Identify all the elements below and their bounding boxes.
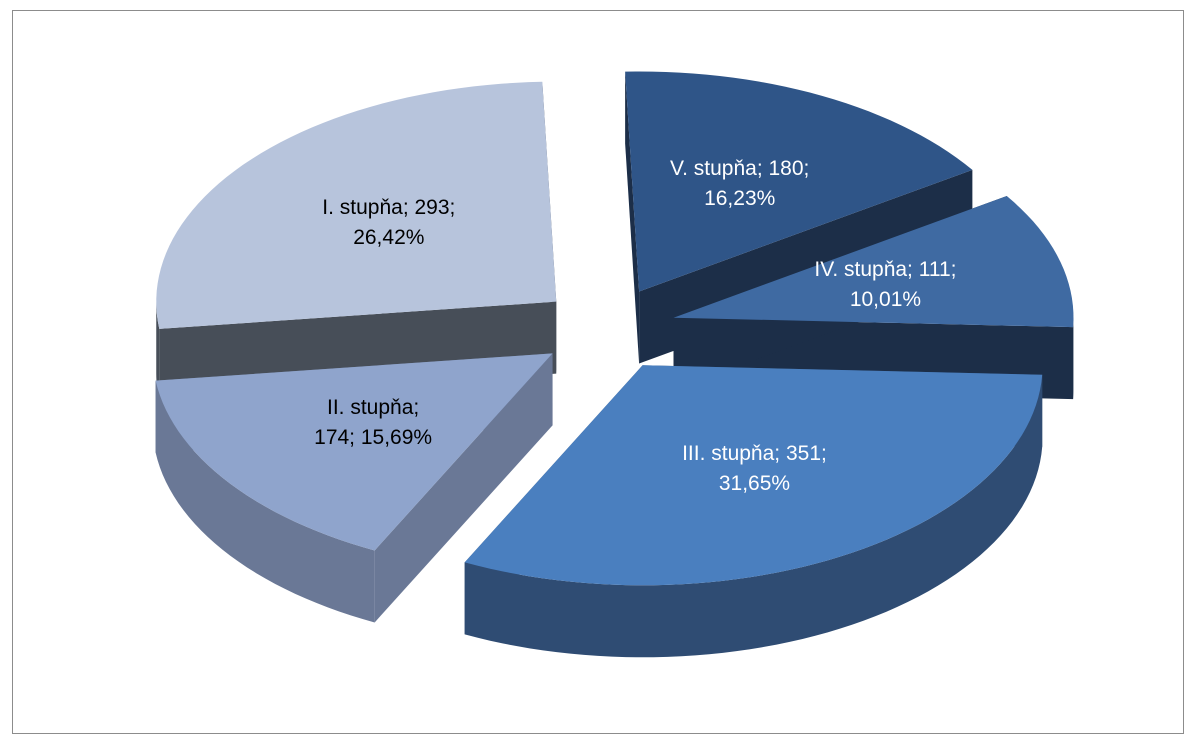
slice-ii-stup-a-side xyxy=(155,380,375,623)
data-label-ii-stup-a-line: 174; 15,69% xyxy=(314,426,433,450)
data-label-v-stup-a-line: V. stupňa; 180; xyxy=(670,156,810,180)
data-label-v-stup-a-line: 16,23% xyxy=(704,186,776,210)
slice-v-stup-a xyxy=(625,71,973,292)
slice-iii-stup-a-side xyxy=(464,374,1043,658)
slice-iv-stup-a xyxy=(673,196,1074,328)
data-label-ii-stup-a-line: II. stupňa; xyxy=(326,396,420,420)
data-label-iv-stup-a-line: IV. stupňa; 111; xyxy=(814,258,957,282)
data-label-iv-stup-a: IV. stupňa; 111; 10,01% xyxy=(814,255,956,315)
slice-iii-stup-a xyxy=(464,365,1043,586)
pie-chart xyxy=(155,71,1074,658)
slice-ii-stup-a-wall-end xyxy=(374,353,553,623)
data-label-iv-stup-a-line: 10,01% xyxy=(849,288,922,312)
chart-area: V. stupňa; 180; 16,23% I. stupňa; 293; 26,4… xyxy=(12,10,1184,734)
slice-i-stup-a-side xyxy=(156,301,160,401)
data-label-i-stup-a-line: I. stupňa; 293; xyxy=(322,196,456,220)
data-label-i-stup-a-line: 26,42% xyxy=(353,226,425,250)
data-label-iii-stup-a-line: 31,65% xyxy=(718,472,791,496)
data-label-iii-stup-a: III. stupňa; 351; 31,65% xyxy=(682,439,827,499)
data-label-v-stup-a: V. stupňa; 180; 16,23% xyxy=(670,154,809,214)
slice-i-stup-a xyxy=(156,81,557,329)
slice-v-stup-a-wall-end xyxy=(625,71,640,364)
data-label-iii-stup-a-line: III. stupňa; 351; xyxy=(682,442,827,466)
data-label-i-stup-a: I. stupňa; 293; 26,42% xyxy=(322,193,455,253)
slice-ii-stup-a xyxy=(155,353,553,551)
data-label-ii-stup-a: II. stupňa; 174; 15,69% xyxy=(314,393,432,453)
